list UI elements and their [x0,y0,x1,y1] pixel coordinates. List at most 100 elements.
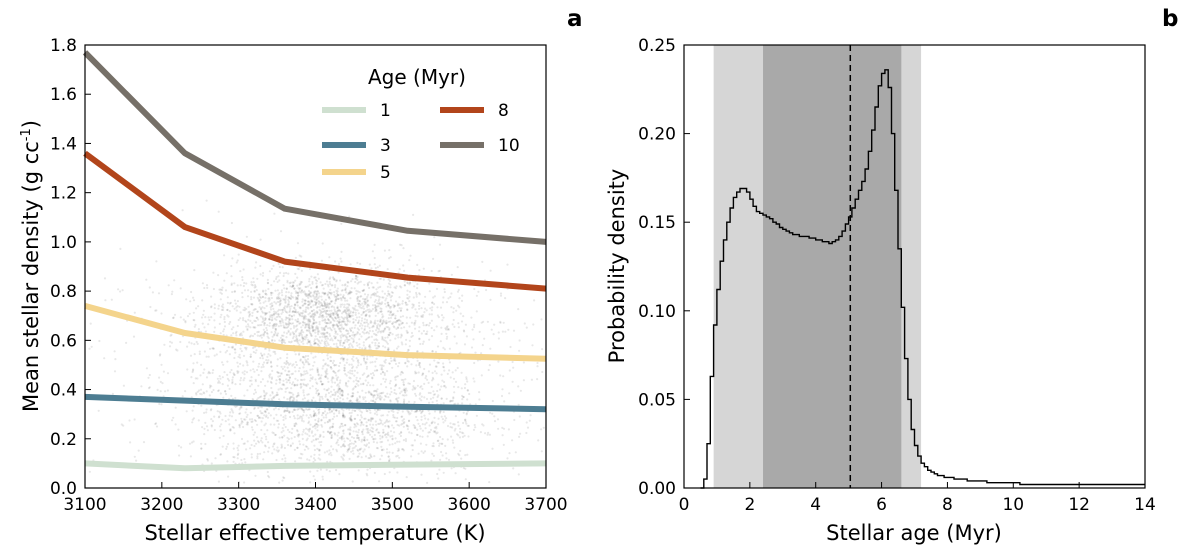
density-point [429,428,433,431]
density-point [213,354,216,357]
density-point [133,455,136,458]
density-point [428,322,431,325]
density-point [314,355,317,358]
density-point [260,412,263,415]
density-point [330,359,333,363]
density-point [397,449,401,452]
density-point [277,275,280,278]
density-point [349,297,352,300]
density-point [244,411,247,414]
density-point [302,389,305,392]
density-point [213,307,216,310]
density-point [361,289,364,292]
density-point [395,375,398,378]
density-point [283,365,286,368]
density-point [415,433,419,436]
density-point [250,376,253,379]
density-point [254,308,257,311]
density-point [315,292,318,295]
density-point [113,370,117,373]
density-point [404,361,407,364]
density-point [286,304,289,307]
density-point [461,294,464,297]
density-point [251,321,254,324]
density-point [336,298,340,301]
density-point [340,438,343,441]
density-point [250,426,254,429]
density-point [119,290,122,293]
density-point [371,307,374,311]
density-point [326,450,329,453]
density-point [347,291,350,294]
density-point [306,323,309,327]
density-point [405,387,408,390]
density-point [341,312,344,315]
density-point [351,480,354,483]
density-point [258,299,261,303]
density-point [319,312,322,315]
density-point [251,428,254,431]
density-point [438,243,442,246]
density-point [433,421,436,424]
density-point [268,376,271,379]
density-point [431,401,434,404]
density-point [439,410,442,413]
density-point [319,315,322,318]
density-point [232,426,235,429]
density-point [336,290,339,293]
density-point [416,263,419,266]
density-point [273,312,276,315]
density-point [369,423,372,426]
density-point [207,323,210,326]
density-point [350,291,353,294]
density-point [278,339,281,342]
density-point [391,366,394,369]
density-point [282,298,285,301]
density-point [414,327,417,330]
density-point [447,297,450,300]
density-point [501,388,504,391]
density-point [284,301,287,304]
density-point [264,410,267,413]
density-point [253,284,257,287]
density-point [286,428,290,431]
density-point [292,363,295,366]
density-point [302,291,305,294]
density-point [435,427,438,430]
density-point [236,300,239,303]
density-point [324,326,327,329]
density-point [196,342,199,345]
density-point [311,326,314,329]
density-point [201,322,204,325]
density-point [267,412,270,415]
density-point [353,307,356,310]
density-point [359,295,362,298]
density-point [323,388,326,391]
density-point [398,324,401,327]
density-point [406,331,409,334]
density-point [90,345,93,348]
density-point [364,321,367,324]
density-point [352,331,355,334]
density-point [254,378,257,381]
density-point [312,415,315,418]
density-point [449,376,452,379]
y-tick-label: 0.15 [638,213,676,233]
density-point [219,412,222,415]
density-point [316,327,319,330]
density-point [280,446,283,449]
density-point [328,411,331,414]
density-point [197,419,200,422]
density-point [221,286,224,289]
density-point [360,307,363,310]
density-point [264,435,268,438]
density-point [296,446,299,449]
density-point [279,271,282,274]
density-point [276,296,279,299]
density-point [279,297,282,300]
density-point [405,476,408,479]
density-point [391,424,394,427]
density-point [194,377,197,380]
density-point [362,305,365,308]
density-point [297,407,300,411]
